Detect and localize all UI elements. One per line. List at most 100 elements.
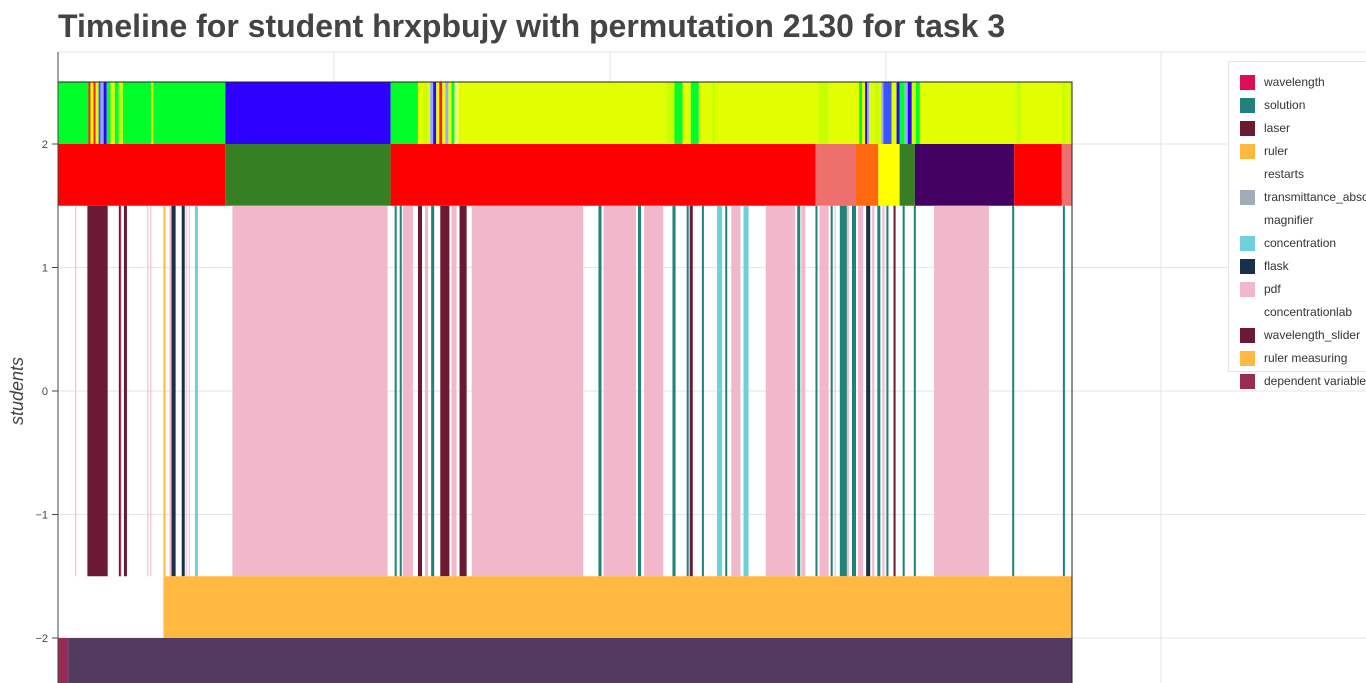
- timeline-segment-row-2: [830, 205, 833, 577]
- timeline-segment-row-2: [181, 205, 185, 577]
- timeline-segment-row-0: [891, 82, 897, 144]
- timeline-segment-row-0: [712, 82, 716, 144]
- timeline-segment-row-2: [150, 205, 152, 577]
- timeline-segment-row-4: [68, 638, 1072, 683]
- legend-swatch: [1240, 190, 1255, 205]
- timeline-segment-row-0: [225, 82, 391, 144]
- timeline-segment-row-1: [878, 144, 900, 206]
- timeline-segment-row-0: [100, 82, 104, 144]
- chart-title: Timeline for student hrxpbujy with permu…: [58, 8, 1006, 44]
- timeline-segment-row-2: [701, 205, 704, 577]
- legend[interactable]: wavelength solution laser ruler restarts tran…: [1228, 61, 1366, 389]
- timeline-segment-row-2: [765, 205, 796, 577]
- timeline-segment-row-1: [1061, 144, 1072, 206]
- timeline-segment-row-2: [886, 205, 889, 577]
- timeline-segment-row-0: [90, 82, 94, 144]
- legend-swatch: [1240, 167, 1255, 182]
- timeline-segment-row-2: [163, 205, 166, 577]
- y-tick-label: −2: [35, 633, 48, 645]
- timeline-segment-row-0: [427, 82, 431, 144]
- timeline-segment-row-2: [425, 205, 429, 577]
- timeline-segment-row-0: [690, 82, 699, 144]
- timeline-segment-row-0: [390, 82, 418, 144]
- timeline-segment-row-0: [911, 82, 916, 144]
- timeline-segment-row-0: [463, 82, 667, 144]
- timeline-segment-row-0: [907, 82, 912, 144]
- timeline-segment-row-1: [390, 144, 816, 206]
- timeline-segment-row-2: [839, 205, 847, 577]
- legend-label: magnifier: [1264, 213, 1314, 227]
- timeline-segment-row-2: [872, 205, 875, 577]
- y-axis-ticks: 2 1 0 −1 −2: [35, 139, 58, 645]
- timeline-segment-row-2: [689, 205, 693, 577]
- timeline-segment-row-0: [883, 82, 892, 144]
- timeline-segment-row-0: [682, 82, 691, 144]
- timeline-segment-row-0: [442, 82, 446, 144]
- timeline-segment-row-0: [666, 82, 675, 144]
- timeline-segment-row-0: [904, 82, 908, 144]
- timeline-segment-row-1: [225, 144, 391, 206]
- timeline-segment-row-2: [797, 205, 801, 577]
- timeline-segment-row-0: [58, 82, 89, 144]
- timeline-segment-row-3: [163, 576, 1072, 638]
- timeline-segment-row-0: [151, 82, 154, 144]
- legend-swatch: [1240, 282, 1255, 297]
- timeline-segment-row-0: [448, 82, 452, 144]
- timeline-segment-row-2: [394, 205, 397, 577]
- timeline-segment-row-2: [815, 205, 818, 577]
- legend-swatch: [1240, 351, 1255, 366]
- timeline-segment-row-0: [93, 82, 96, 144]
- timeline-segment-row-2: [87, 205, 108, 577]
- timeline-segment-row-2: [232, 205, 388, 577]
- timeline-segment-row-0: [1021, 82, 1062, 144]
- timeline-segment-row-0: [915, 82, 920, 144]
- timeline-segment-row-2: [1062, 205, 1065, 577]
- legend-label: transmittance_absorbance: [1264, 190, 1366, 204]
- timeline-segment-row-0: [818, 82, 829, 144]
- timeline-segment-row-2: [188, 205, 190, 577]
- timeline-segment-row-2: [851, 205, 857, 577]
- legend-label: concentrationlab: [1264, 305, 1353, 319]
- legend-label: ruler: [1264, 144, 1289, 158]
- timeline-segment-row-2: [672, 205, 676, 577]
- timeline-segments: [58, 82, 1072, 683]
- legend-swatch: [1240, 236, 1255, 251]
- timeline-segment-row-2: [471, 205, 584, 577]
- timeline-segment-row-2: [717, 205, 723, 577]
- timeline-segment-row-0: [458, 82, 464, 144]
- timeline-segment-row-0: [899, 82, 905, 144]
- timeline-segment-row-0: [869, 82, 875, 144]
- timeline-segment-row-2: [934, 205, 989, 577]
- timeline-segment-row-2: [834, 205, 836, 577]
- timeline-segment-row-0: [1016, 82, 1022, 144]
- timeline-segment-row-0: [859, 82, 863, 144]
- timeline-segment-row-2: [882, 205, 885, 577]
- timeline-segment-row-2: [451, 205, 457, 577]
- legend-label: wavelength: [1264, 75, 1325, 89]
- y-tick-label: 2: [42, 139, 48, 151]
- timeline-segment-row-0: [88, 82, 91, 144]
- timeline-segment-row-2: [902, 205, 905, 577]
- y-axis-label: students: [7, 357, 27, 425]
- timeline-segment-row-0: [430, 82, 434, 144]
- timeline-segment-row-0: [122, 82, 152, 144]
- timeline-segment-row-2: [819, 205, 829, 577]
- y-tick-label: 1: [42, 263, 48, 275]
- timeline-segment-row-0: [445, 82, 449, 144]
- timeline-segment-row-0: [433, 82, 437, 144]
- timeline-segment-row-2: [801, 205, 806, 577]
- legend-swatch: [1240, 98, 1255, 113]
- legend-label: laser: [1264, 121, 1291, 135]
- timeline-segment-row-2: [603, 205, 636, 577]
- legend-swatch: [1240, 305, 1255, 320]
- timeline-segment-row-4: [58, 638, 69, 683]
- legend-label: wavelength_slider: [1264, 328, 1361, 342]
- timeline-segment-row-0: [862, 82, 866, 144]
- timeline-segment-row-0: [874, 82, 880, 144]
- timeline-segment-row-2: [743, 205, 749, 577]
- timeline-segment-row-1: [58, 144, 226, 206]
- legend-label: pdf: [1264, 282, 1281, 296]
- timeline-segment-row-2: [913, 205, 916, 577]
- timeline-segment-row-0: [1065, 82, 1069, 144]
